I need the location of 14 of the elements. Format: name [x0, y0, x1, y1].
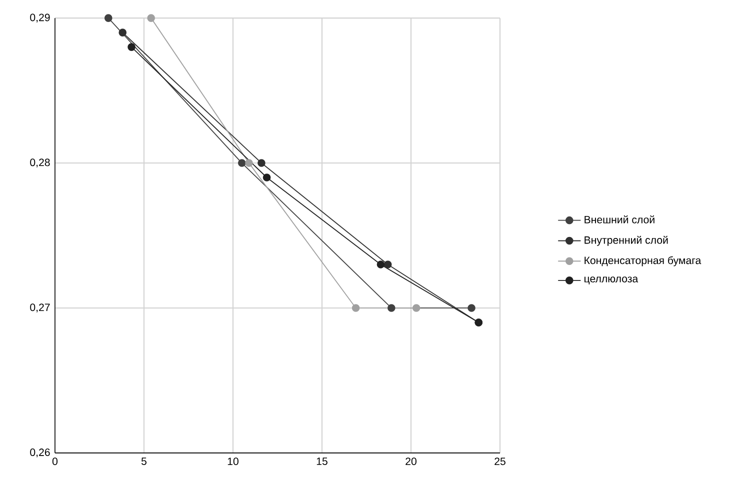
- legend-label: Конденсаторная бумага: [584, 256, 702, 266]
- legend-label: целлюлоза: [584, 276, 638, 284]
- y-tick-label: 0,26: [30, 448, 50, 458]
- x-tick-label: 25: [494, 458, 506, 466]
- legend-label: Внутренний слой: [584, 236, 668, 246]
- x-tick-label: 10: [228, 458, 238, 466]
- y-tick-label: 0,28: [30, 158, 50, 168]
- x-tick-label: 15: [316, 458, 328, 465]
- x-tick-label: 20: [406, 458, 416, 466]
- y-tick-label: 0,29: [30, 14, 50, 22]
- x-tick-label: 0: [52, 458, 58, 466]
- x-tick-label: 5: [141, 458, 146, 465]
- y-tick-label: 0,27: [30, 304, 50, 312]
- legend-label: Внешний слой: [584, 215, 654, 224]
